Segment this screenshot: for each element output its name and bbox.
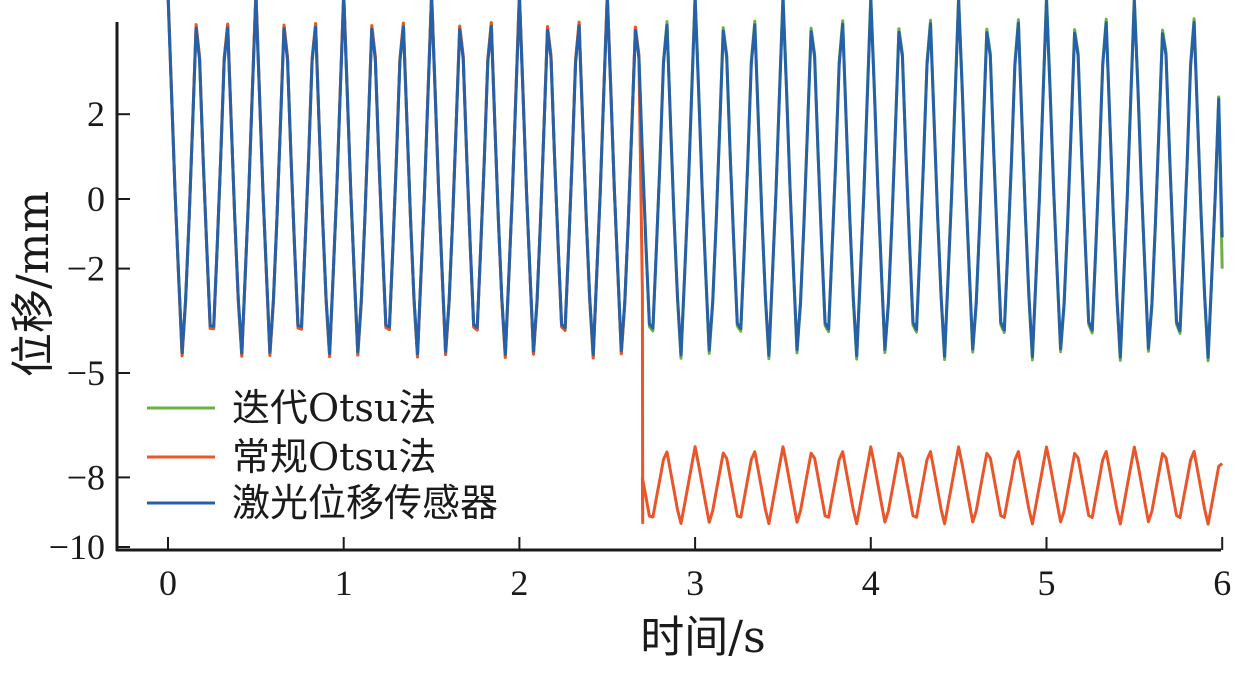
x-tick-label: 2 [510, 563, 528, 603]
x-axis-title: 时间/s [640, 612, 765, 663]
y-tick-label: −8 [67, 457, 105, 497]
legend-label: 激光位移传感器 [232, 481, 498, 525]
y-tick-label: 0 [87, 179, 105, 219]
x-tick-label: 5 [1038, 563, 1056, 603]
y-tick-label: 5 [87, 0, 105, 7]
x-ticks: 0 1 2 3 4 5 6 [159, 537, 1231, 603]
plot-lines [166, 0, 1224, 526]
y-tick-label: 2 [87, 94, 105, 134]
legend-label: 常规Otsu法 [232, 435, 436, 479]
y-ticks: 5 2 0 −2 −5 −8 −10 [49, 0, 130, 567]
legend-background [138, 380, 558, 530]
y-tick-label: −10 [49, 527, 105, 567]
y-axis-title: 位移/mm [8, 191, 59, 377]
x-tick-label: 1 [335, 563, 353, 603]
legend-label: 迭代Otsu法 [232, 386, 436, 430]
x-tick-label: 6 [1213, 563, 1231, 603]
y-tick-label: −2 [67, 249, 105, 289]
series-line-laser-sensor [166, 0, 1224, 359]
x-tick-label: 0 [159, 563, 177, 603]
y-tick-label: −5 [67, 353, 105, 393]
x-tick-label: 3 [686, 563, 704, 603]
x-tick-label: 4 [862, 563, 880, 603]
